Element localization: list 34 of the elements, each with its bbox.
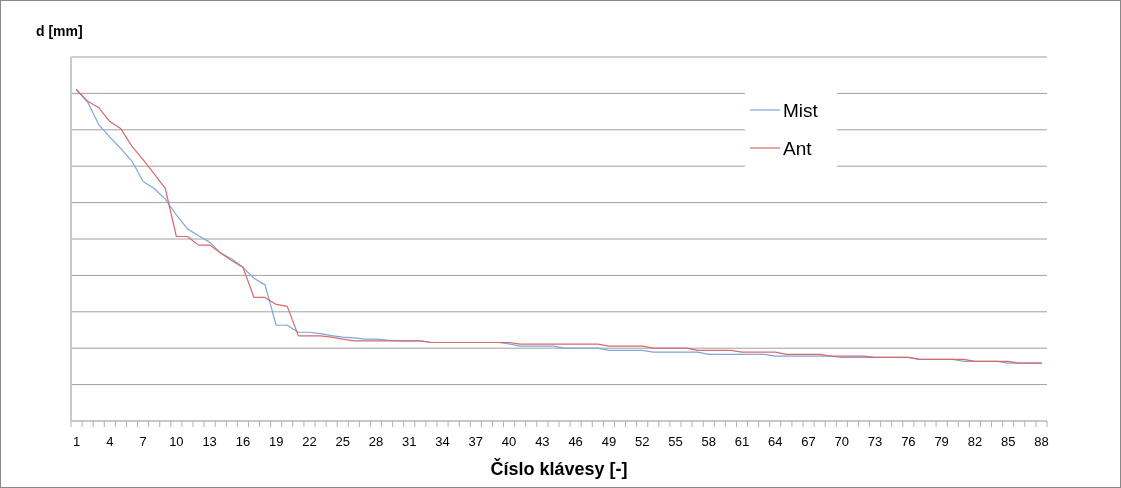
x-tick-label: 4 <box>106 434 114 449</box>
y-axis-title: d [mm] <box>36 23 83 39</box>
x-tick-label: 43 <box>535 434 550 449</box>
x-tick-label: 34 <box>435 434 450 449</box>
x-tick-label: 67 <box>801 434 816 449</box>
x-tick-label: 64 <box>768 434 783 449</box>
x-tick-label: 25 <box>335 434 350 449</box>
x-tick-label: 70 <box>834 434 850 449</box>
x-tick-label: 31 <box>402 434 417 449</box>
x-tick-label: 58 <box>701 434 716 449</box>
x-tick-label: 52 <box>634 434 650 449</box>
legend-label: Mist <box>783 100 819 121</box>
x-tick-label: 76 <box>901 434 916 449</box>
x-tick-label: 13 <box>202 434 217 449</box>
x-tick-label: 19 <box>268 434 284 449</box>
x-tick-label: 37 <box>468 434 484 449</box>
x-tick-label: 28 <box>368 434 384 449</box>
x-tick-label: 82 <box>967 434 983 449</box>
x-tick-label: 40 <box>501 434 517 449</box>
x-tick-label: 79 <box>934 434 949 449</box>
x-tick-label: 55 <box>668 434 683 449</box>
x-tick-label: 46 <box>568 434 583 449</box>
x-tick-label: 85 <box>1000 434 1016 449</box>
x-axis-title: Číslo klávesy [-] <box>490 458 628 479</box>
legend-label: Ant <box>783 138 813 159</box>
x-tick-label: 49 <box>601 434 617 449</box>
x-tick-label: 22 <box>302 434 317 449</box>
x-tick-label: 10 <box>169 434 184 449</box>
x-tick-label: 7 <box>139 434 147 449</box>
x-tick-label: 61 <box>734 434 750 449</box>
x-tick-label: 16 <box>235 434 251 449</box>
x-tick-label: 88 <box>1034 434 1049 449</box>
x-tick-label: 1 <box>72 434 81 449</box>
x-tick-label: 73 <box>867 434 883 449</box>
